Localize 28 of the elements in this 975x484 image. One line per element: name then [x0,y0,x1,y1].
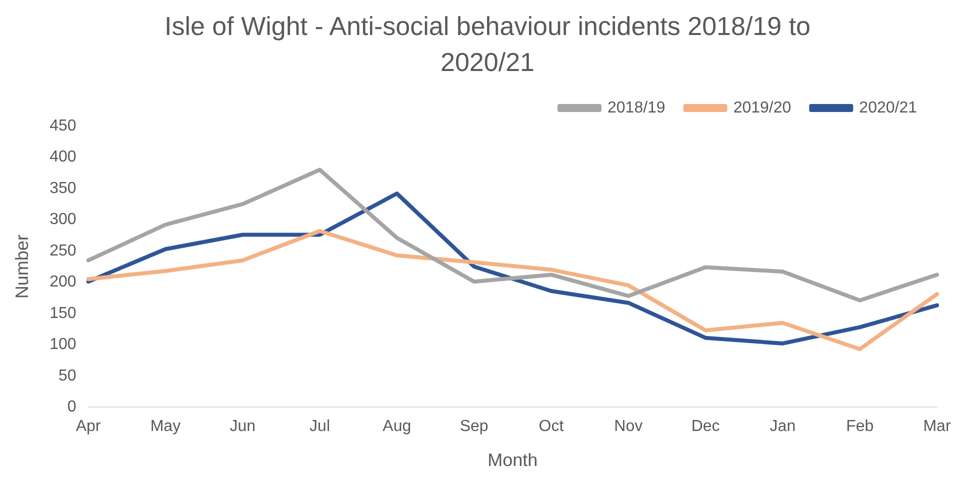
x-tick-label: Jul [310,418,330,436]
legend-label: 2020/21 [859,99,918,116]
y-tick-label: 450 [50,117,76,134]
x-tick-label: Oct [538,418,564,436]
y-tick-label: 250 [50,242,76,260]
legend-label: 2019/20 [733,99,792,116]
x-tick-label: Nov [614,418,643,436]
x-tick-label: Mar [923,418,952,436]
legend-label: 2018/19 [607,99,666,116]
y-tick-label: 0 [67,398,76,416]
x-tick-label: Apr [76,418,102,436]
y-tick-label: 400 [50,148,76,166]
y-tick-label: 200 [50,274,76,291]
x-tick-label: Aug [382,418,412,436]
x-tick-label: Jan [770,418,796,436]
y-tick-label: 50 [58,367,76,384]
y-tick-label: 350 [50,180,76,197]
x-axis-title: Month [488,450,538,470]
x-tick-label: May [150,418,181,436]
x-tick-label: Jun [230,418,256,436]
y-tick-label: 150 [50,304,76,322]
y-tick-label: 100 [50,336,76,354]
y-axis-title: Number [12,234,32,299]
y-tick-label: 300 [50,211,76,228]
x-tick-label: Dec [691,418,720,436]
x-tick-label: Sep [460,418,488,436]
chart-title: Isle of Wight - Anti-social behaviour incidents 2018/19 to 2020/21 [163,10,812,79]
x-tick-label: Feb [846,418,874,436]
